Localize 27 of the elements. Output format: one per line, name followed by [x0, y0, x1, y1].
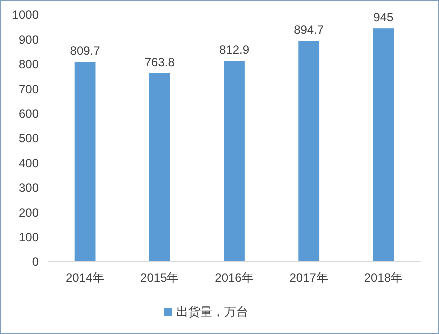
x-tick-label: 2015年	[140, 271, 180, 285]
bar	[373, 28, 394, 262]
bar	[149, 73, 170, 262]
data-label: 812.9	[219, 43, 250, 58]
y-tick-label: 600	[18, 107, 40, 121]
data-label: 894.7	[294, 23, 324, 38]
y-tick-label: 800	[18, 58, 40, 72]
x-tick-label: 2016年	[215, 271, 254, 285]
y-tick-label: 500	[18, 132, 40, 146]
y-tick-label: 700	[18, 82, 40, 96]
data-label: 763.8	[144, 55, 176, 70]
x-tick-label: 2018年	[364, 271, 404, 285]
bar	[298, 41, 320, 262]
bar	[224, 61, 245, 262]
y-tick-label: 300	[18, 181, 40, 196]
y-tick-label: 900	[18, 32, 40, 47]
data-label: 809.7	[70, 44, 101, 58]
y-tick-label: 0	[32, 255, 40, 270]
data-label: 945	[374, 10, 394, 25]
legend-label: 出货量，万台	[176, 305, 248, 320]
y-tick-label: 1000	[12, 8, 40, 22]
x-tick-label: 2017年	[290, 271, 328, 285]
y-tick-label: 100	[18, 230, 40, 244]
x-tick-label: 2014年	[66, 271, 105, 285]
y-tick-label: 200	[18, 206, 40, 220]
y-tick-label: 400	[18, 156, 40, 170]
bar	[74, 62, 96, 262]
